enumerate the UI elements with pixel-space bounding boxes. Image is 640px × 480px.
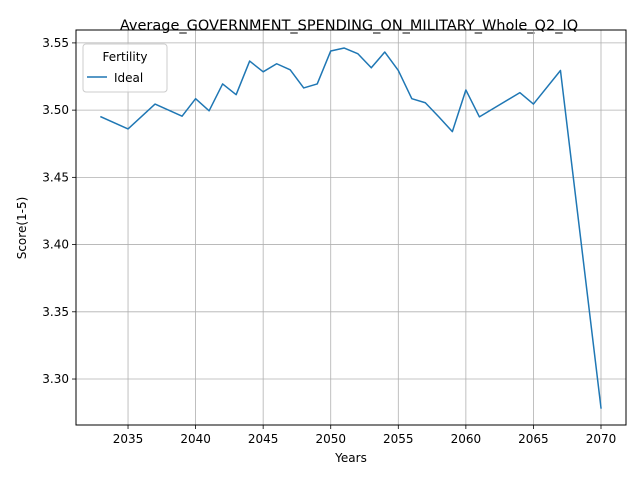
x-tick-label: 2035: [113, 432, 144, 446]
chart-title: Average_GOVERNMENT_SPENDING_ON_MILITARY_…: [120, 18, 578, 34]
series-layer: [100, 47, 602, 409]
y-tick-label: 3.55: [42, 36, 69, 50]
x-tick-label: 2065: [518, 432, 549, 446]
x-tick-label: 2040: [180, 432, 211, 446]
x-tick-label: 2045: [248, 432, 279, 446]
y-tick-label: 3.35: [42, 305, 69, 319]
legend-box: [82, 43, 168, 93]
x-tick-label: 2055: [383, 432, 414, 446]
grid: [76, 30, 626, 425]
y-axis: 3.30 3.35 3.40 3.45 3.50 3.55: [42, 36, 76, 386]
y-tick-label: 3.30: [42, 372, 69, 386]
legend-title: Fertility: [102, 50, 147, 64]
legend: Fertility Ideal: [82, 43, 168, 93]
x-tick-label: 2050: [315, 432, 346, 446]
y-tick-label: 3.45: [42, 170, 69, 184]
y-tick-label: 3.40: [42, 238, 69, 252]
plot-frame: [75, 29, 627, 426]
legend-label-ideal: Ideal: [114, 71, 143, 85]
x-axis-label: Years: [334, 451, 367, 465]
y-axis-label: Score(1-5): [15, 197, 29, 260]
series-line-ideal: [100, 47, 602, 409]
y-tick-label: 3.50: [42, 103, 69, 117]
x-tick-label: 2060: [451, 432, 482, 446]
x-tick-label: 2070: [586, 432, 617, 446]
x-axis: 2035 2040 2045 2050 2055 2060 2065 2070: [113, 425, 617, 446]
